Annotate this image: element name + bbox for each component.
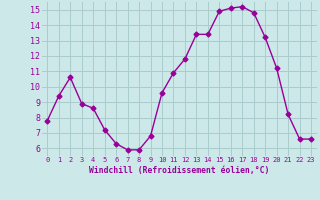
X-axis label: Windchill (Refroidissement éolien,°C): Windchill (Refroidissement éolien,°C): [89, 166, 269, 175]
